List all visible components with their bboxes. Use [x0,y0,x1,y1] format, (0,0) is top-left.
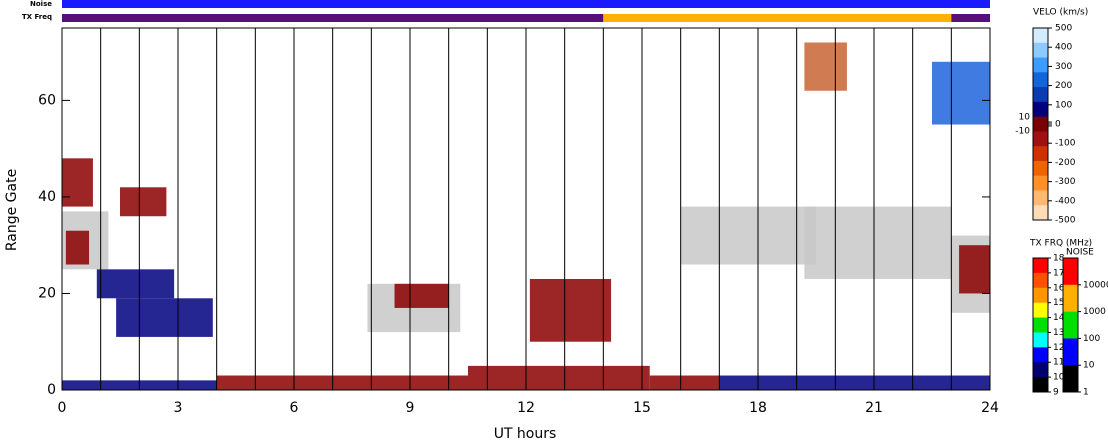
velocity-tick-label: 500 [1055,24,1072,34]
y-axis-label: Range Gate [4,169,20,251]
velocity-tick-label: 300 [1055,62,1072,72]
echo-patch [932,61,990,125]
velocity-color [1033,131,1048,147]
tx-strip-segment [603,14,952,22]
echo-patch [120,187,167,217]
x-tick-label: 0 [58,400,67,416]
velocity-tick-label: -300 [1055,177,1076,187]
velocity-color [1033,57,1048,73]
freq-tick-label: 17 [1053,268,1064,278]
velocity-color [1033,87,1048,103]
velocity-tick-label: -200 [1055,158,1076,168]
freq-tick-label: 9 [1053,388,1059,398]
echo-patch [62,158,93,207]
noise-strip-label: Noise [30,0,52,8]
echo-patch [804,42,847,91]
freq-tick-label: 13 [1053,328,1064,338]
echo-patch [680,206,816,265]
x-tick-label: 18 [749,400,767,416]
noise-tick-label: 100 [1083,334,1100,344]
freq-tick-label: 12 [1053,343,1064,353]
noise-color [1063,258,1078,286]
echo-patch [394,283,449,308]
velocity-tick-label: -400 [1055,196,1076,206]
echo-patch [116,298,213,337]
echo-patch [719,375,990,390]
x-axis-label: UT hours [494,426,557,441]
x-tick-label: 3 [174,400,183,416]
velocity-color [1033,205,1048,221]
y-tick-label: 40 [38,189,56,205]
echo-patch [649,375,720,390]
velocity-color [1033,42,1048,59]
velocity-color [1033,72,1048,88]
freq-tick-label: 14 [1053,313,1065,323]
velocity-color [1033,175,1048,191]
velocity-color [1033,146,1048,162]
noise-color [1063,338,1078,366]
freq-tick-label: 15 [1053,298,1064,308]
echo-patch [529,278,612,342]
echo-patch [468,365,650,390]
x-tick-label: 12 [517,400,535,416]
x-tick-label: 15 [633,400,651,416]
noise-strip [62,0,990,8]
noise-tick-label: 10000 [1083,280,1108,290]
freq-color [1033,347,1048,363]
tx-strip-segment [951,14,990,22]
velocity-scale-title: VELO (km/s) [1033,8,1088,18]
velocity-color [1033,190,1048,206]
velocity-color [1033,28,1048,44]
echo-patch [216,375,468,390]
noise-tick-label: 10 [1083,361,1095,371]
y-tick-label: 20 [38,285,56,301]
x-tick-label: 21 [865,400,883,416]
noise-color [1063,284,1078,313]
velocity-color [1033,116,1048,132]
freq-color [1033,287,1048,304]
noise-color [1063,311,1078,339]
freq-bar-frame [1032,257,1049,393]
velocity-color [1033,160,1048,177]
freq-color [1033,362,1048,378]
noise-tick-label: 1000 [1083,307,1106,317]
velocity-tick-label: 400 [1055,43,1072,53]
freq-color [1033,272,1048,289]
velocity-tick-label: -10 [1015,126,1030,136]
freq-color [1033,332,1048,348]
noise-color [1063,365,1078,393]
y-tick-label: 0 [47,382,56,398]
noise-scale-title: NOISE [1066,248,1094,258]
freq-tick-label: 11 [1053,358,1064,368]
echo-patch [96,269,175,299]
velocity-tick-label: -500 [1055,216,1076,226]
velocity-tick-label: 10 [1019,113,1031,123]
x-tick-label: 24 [981,400,999,416]
velocity-tick-label: 200 [1055,81,1072,91]
freq-color [1033,317,1048,333]
velocity-tick-label: -100 [1055,139,1076,149]
noise-tick-label: 1 [1083,388,1089,398]
freq-scale-title: TX FRQ (MHz) [1029,239,1092,249]
noise-bar-frame [1062,257,1079,393]
tx-strip-label: TX Freq [22,13,52,21]
echo-patch [65,230,90,265]
velocity-color [1033,101,1048,118]
velocity-tick-label: 100 [1055,100,1072,110]
x-tick-label: 9 [406,400,415,416]
freq-tick-label: 16 [1053,283,1065,293]
velocity-tick-label: 0 [1055,120,1061,130]
freq-color [1033,258,1048,274]
x-tick-label: 6 [290,400,299,416]
tx-strip-segment [62,14,604,22]
freq-color [1033,377,1048,393]
freq-tick-label: 10 [1053,373,1065,383]
y-tick-label: 60 [38,92,56,108]
freq-tick-label: 18 [1053,254,1065,264]
freq-color [1033,302,1048,319]
echo-patch [959,245,990,294]
echo-patch [804,206,952,279]
